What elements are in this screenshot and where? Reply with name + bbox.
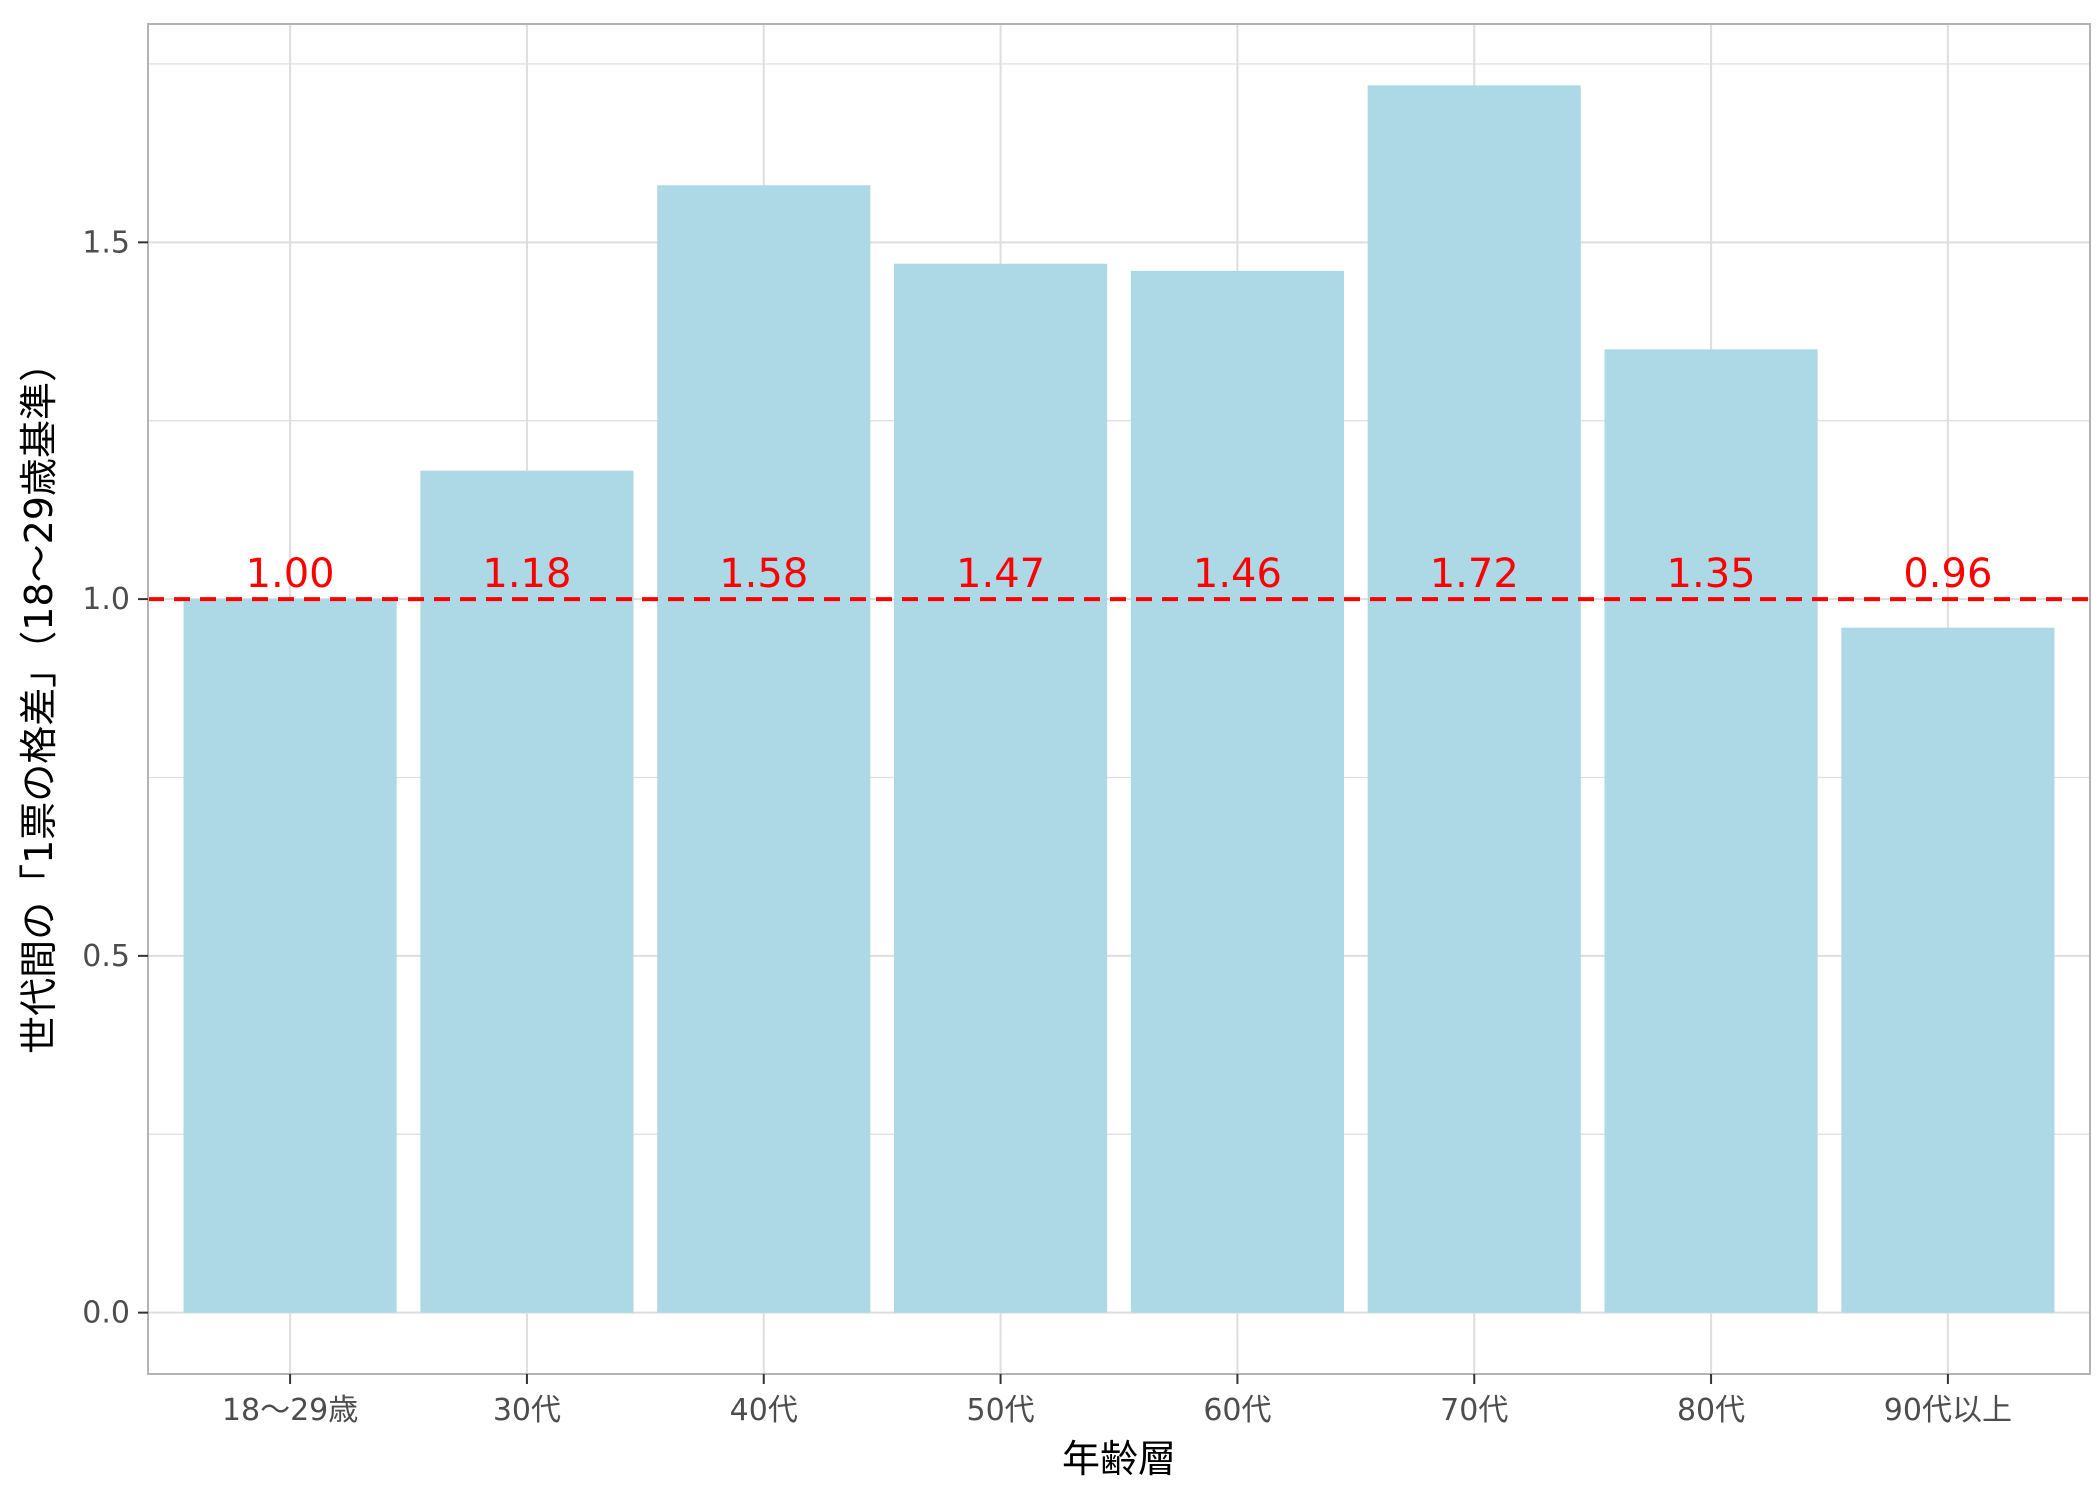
bar-8 [1841,627,2055,1313]
y-tick-label: 0.0 [82,1296,130,1331]
data-label-6: 1.72 [1430,551,1519,597]
bar-6 [1367,85,1581,1313]
bar-5 [1130,270,1344,1313]
x-tick-label: 30代 [493,1393,561,1428]
bar-4 [894,263,1108,1313]
x-tick-label: 18〜29歳 [222,1393,358,1428]
data-label-7: 1.35 [1667,551,1756,597]
data-label-8: 0.96 [1903,551,1992,597]
panel-border [147,23,2091,1375]
data-label-2: 1.18 [482,551,571,597]
x-tick-label: 60代 [1203,1393,1271,1428]
y-axis-ticks: 0.0 0.5 1.0 1.5 [82,225,148,1331]
x-tick-label: 40代 [730,1393,798,1428]
x-tick-label: 70代 [1440,1393,1508,1428]
x-tick-label: 90代以上 [1884,1393,2012,1428]
data-label-1: 1.00 [246,551,335,597]
y-tick-label: 0.5 [82,939,130,974]
data-label-3: 1.58 [719,551,808,597]
data-labels: 1.00 1.18 1.58 1.47 1.46 1.72 1.35 0.96 [246,551,1993,597]
bars [183,85,2055,1313]
x-tick-label: 80代 [1677,1393,1745,1428]
y-axis-title: 世代間の「1票の格差」（18〜29歳基準） [17,344,61,1054]
data-label-5: 1.46 [1193,551,1282,597]
bar-2 [420,470,634,1313]
bar-7 [1604,349,1818,1313]
x-tick-label: 50代 [966,1393,1034,1428]
y-tick-label: 1.0 [82,582,130,617]
x-axis-title: 年齢層 [1062,1437,1176,1481]
x-axis-ticks: 18〜29歳 30代 40代 50代 60代 70代 80代 90代以上 [222,1374,2012,1428]
bar-3 [657,185,871,1313]
bar-1 [183,599,397,1313]
data-label-4: 1.47 [956,551,1045,597]
y-tick-label: 1.5 [82,225,130,260]
